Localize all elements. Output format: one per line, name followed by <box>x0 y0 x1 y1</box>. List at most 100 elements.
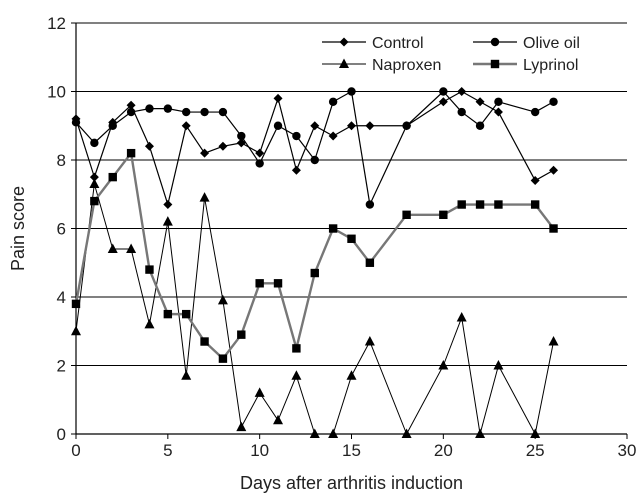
data-point-naproxen <box>199 192 210 202</box>
data-point-olive-oil <box>457 107 466 117</box>
data-point-lyprinol <box>108 172 117 182</box>
data-point-naproxen <box>181 370 192 380</box>
series-group <box>71 87 559 438</box>
data-point-naproxen <box>346 370 357 380</box>
data-point-olive-oil <box>273 121 283 130</box>
legend-marker-olive-oil <box>490 37 500 47</box>
data-point-olive-oil <box>182 107 191 117</box>
data-point-control <box>273 93 283 103</box>
data-point-naproxen <box>273 414 284 425</box>
data-point-naproxen <box>401 428 412 438</box>
data-point-olive-oil <box>255 159 264 168</box>
data-point-olive-oil <box>71 118 81 127</box>
data-point-control <box>549 165 559 175</box>
data-point-naproxen <box>328 428 339 438</box>
x-tick-label: 20 <box>434 441 453 460</box>
data-point-control <box>163 200 173 210</box>
x-tick-label: 10 <box>250 441 269 460</box>
data-point-lyprinol <box>163 309 173 319</box>
data-point-lyprinol <box>475 200 485 209</box>
data-point-naproxen <box>254 387 265 397</box>
data-point-lyprinol <box>145 265 154 274</box>
data-point-naproxen <box>291 370 302 380</box>
data-point-olive-oil <box>292 131 301 141</box>
data-point-olive-oil <box>108 121 117 130</box>
data-point-olive-oil <box>145 104 154 113</box>
data-point-control <box>365 121 375 131</box>
data-point-lyprinol <box>549 224 558 233</box>
y-tick-label: 2 <box>57 357 66 376</box>
data-point-lyprinol <box>200 337 209 346</box>
data-point-control <box>347 121 356 131</box>
data-point-control <box>181 121 191 131</box>
data-point-naproxen <box>71 325 81 336</box>
data-point-olive-oil <box>200 107 209 117</box>
data-point-olive-oil <box>475 121 485 130</box>
series-lyprinol <box>71 148 558 363</box>
axes: 0 2 4 6 8 10 12 0 5 10 15 20 25 30 <box>47 14 636 460</box>
data-point-naproxen <box>107 243 118 254</box>
data-point-control <box>126 100 136 110</box>
data-point-lyprinol <box>439 210 448 219</box>
x-tick-label: 30 <box>618 441 637 460</box>
data-point-control <box>310 121 320 131</box>
data-point-naproxen <box>144 318 155 329</box>
data-point-olive-oil <box>439 87 448 96</box>
x-tick-label: 25 <box>526 441 545 460</box>
data-point-control <box>144 141 154 151</box>
data-point-lyprinol <box>237 330 246 339</box>
data-point-olive-oil <box>365 200 375 209</box>
data-point-olive-oil <box>494 97 503 106</box>
data-point-lyprinol <box>126 148 136 158</box>
data-point-naproxen <box>162 216 173 226</box>
y-tick-label: 8 <box>57 151 66 170</box>
data-point-naproxen <box>493 360 504 370</box>
legend-item-lyprinol: Lyprinol <box>473 57 578 74</box>
series-line-control <box>75 90 554 206</box>
data-point-lyprinol <box>347 234 356 243</box>
data-point-olive-oil <box>402 121 411 130</box>
data-point-control <box>218 141 228 151</box>
data-point-olive-oil <box>310 155 319 165</box>
y-tick-label: 4 <box>57 288 66 307</box>
series-control <box>71 87 559 210</box>
legend-label: Olive oil <box>523 35 580 52</box>
data-point-control <box>438 97 448 107</box>
data-point-olive-oil <box>347 87 356 96</box>
data-point-naproxen <box>548 336 559 346</box>
data-point-control <box>291 165 301 175</box>
data-point-naproxen <box>236 421 247 432</box>
data-point-olive-oil <box>237 131 246 141</box>
data-point-olive-oil <box>90 138 99 148</box>
data-point-control <box>493 107 503 117</box>
data-point-control <box>200 148 210 158</box>
data-point-lyprinol <box>90 196 99 206</box>
data-point-control <box>328 131 338 141</box>
y-tick-label: 6 <box>57 220 66 239</box>
data-point-lyprinol <box>530 200 540 209</box>
data-point-lyprinol <box>292 344 301 353</box>
data-point-naproxen <box>126 243 137 254</box>
y-tick-label: 0 <box>57 425 66 444</box>
data-point-naproxen <box>530 428 541 438</box>
data-point-naproxen <box>217 294 228 305</box>
x-tick-label: 15 <box>342 441 361 460</box>
data-point-lyprinol <box>457 200 466 209</box>
data-point-control <box>475 97 485 107</box>
data-point-lyprinol <box>273 279 283 288</box>
data-point-olive-oil <box>126 107 136 117</box>
y-axis-label: Pain score <box>8 186 28 271</box>
data-point-olive-oil <box>328 97 338 106</box>
data-point-control <box>530 176 540 186</box>
x-axis-label: Days after arthritis induction <box>240 473 463 493</box>
data-point-olive-oil <box>530 107 540 117</box>
data-point-lyprinol <box>402 210 411 219</box>
data-point-lyprinol <box>365 258 375 267</box>
data-point-lyprinol <box>310 268 319 278</box>
legend-label: Lyprinol <box>523 57 578 74</box>
data-point-lyprinol <box>182 309 191 319</box>
legend-item-olive-oil: Olive oil <box>473 35 580 52</box>
legend-item-control: Control <box>322 35 424 52</box>
data-point-control <box>457 87 467 96</box>
